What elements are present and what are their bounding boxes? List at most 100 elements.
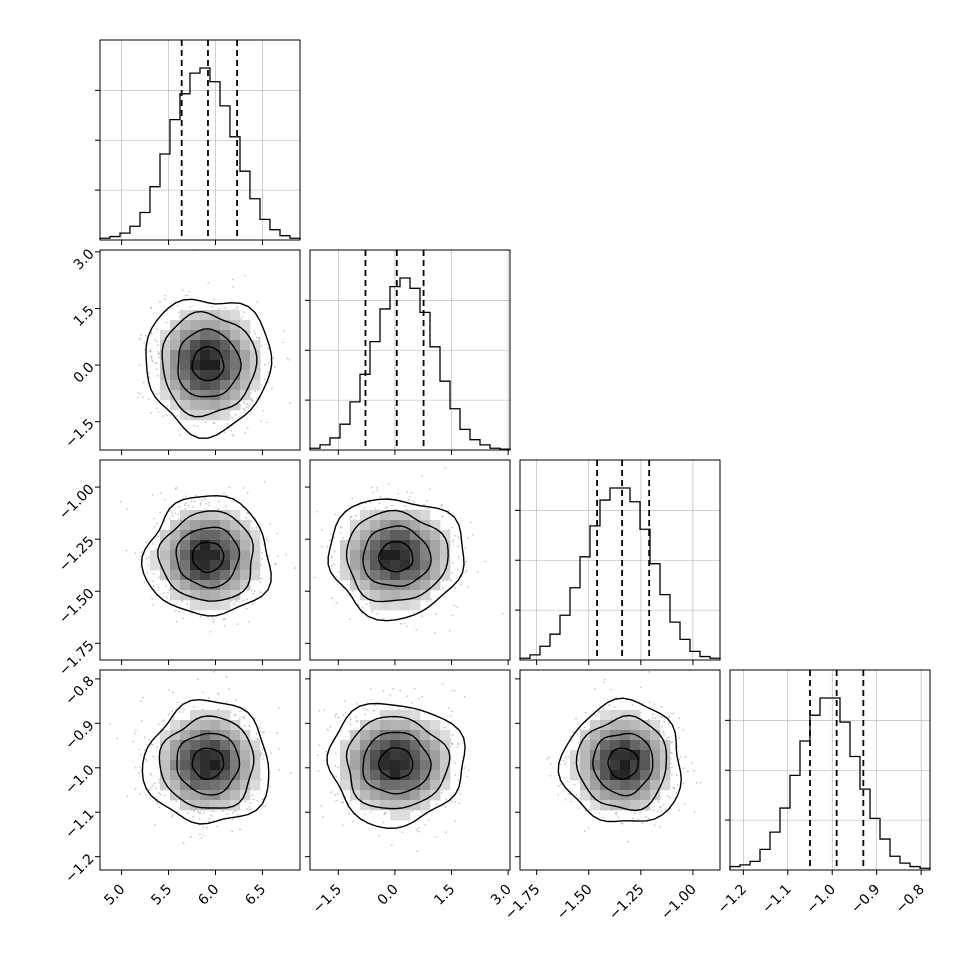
scatter-point (272, 357, 274, 360)
density-cell (170, 730, 181, 741)
scatter-point (233, 603, 235, 605)
scatter-point (209, 630, 212, 633)
density-cell (360, 580, 371, 591)
scatter-point (235, 600, 238, 602)
scatter-point (199, 616, 202, 618)
density-cell (160, 560, 171, 571)
density-cell (190, 600, 201, 611)
density-cell (380, 600, 391, 611)
density-cell (350, 770, 361, 781)
scatter-point (326, 728, 329, 731)
scatter-point (264, 805, 267, 807)
scatter-point (197, 810, 199, 813)
scatter-point (434, 836, 437, 838)
scatter-point (179, 711, 181, 713)
scatter-point (335, 775, 338, 778)
scatter-point (225, 701, 228, 703)
scatter-point (176, 415, 179, 417)
scatter-point (187, 504, 190, 507)
density-cell (170, 320, 181, 331)
scatter-point (149, 774, 152, 776)
density-cell (370, 760, 381, 771)
scatter-point (636, 818, 639, 820)
density-cell (600, 770, 611, 781)
scatter-point (440, 503, 443, 506)
scatter-point (217, 708, 220, 711)
x-tick-label: −0.8 (893, 882, 928, 917)
density-cell (600, 740, 611, 751)
scatter-point (549, 774, 552, 777)
density-cell (210, 360, 221, 371)
scatter-point (263, 480, 266, 483)
scatter-point (217, 508, 220, 511)
density-cell (170, 770, 181, 781)
scatter-point (445, 831, 447, 834)
scatter-point (413, 611, 416, 614)
scatter-point (450, 720, 453, 723)
contour-line (378, 747, 414, 780)
scatter-point (562, 760, 565, 762)
scatter-point (226, 422, 229, 425)
scatter-point (155, 362, 157, 364)
density-cell (220, 350, 231, 361)
density-cell (230, 790, 241, 801)
scatter-point (259, 591, 262, 593)
density-cell (590, 720, 601, 731)
scatter-area (137, 250, 291, 440)
density-cell (420, 560, 431, 571)
contour-line (177, 328, 242, 398)
scatter-point (348, 813, 351, 815)
scatter-point (223, 491, 226, 494)
scatter-point (288, 358, 291, 361)
density-cell (610, 790, 621, 801)
scatter-point (448, 510, 450, 512)
density-cell (240, 370, 251, 381)
density-cell (200, 580, 211, 591)
y-tick-label: 3.0 (71, 246, 98, 273)
density-cell (380, 750, 391, 761)
density-cell (410, 570, 421, 581)
scatter-point (157, 353, 160, 356)
scatter-point (448, 707, 450, 709)
scatter-point (683, 803, 686, 806)
density-cell (190, 360, 201, 371)
density-cell (230, 760, 241, 771)
scatter-point (320, 805, 323, 807)
scatter-point (190, 835, 192, 838)
density-cell (360, 540, 371, 551)
density-cell (230, 580, 241, 591)
scatter-point (676, 784, 679, 787)
scatter-point (155, 340, 158, 343)
density-cell (250, 760, 261, 771)
scatter-point (152, 604, 155, 606)
scatter-point (174, 512, 177, 515)
scatter-point (372, 491, 374, 494)
density-cell (240, 340, 251, 351)
density-cell (350, 550, 361, 561)
density-cell (400, 810, 411, 821)
scatter-point (243, 408, 245, 410)
scatter-point (156, 746, 158, 749)
density-cell (230, 350, 241, 361)
scatter-point (458, 802, 461, 805)
scatter-point (363, 707, 366, 710)
scatter-point (454, 820, 456, 823)
density-cell (350, 750, 361, 761)
scatter-point (660, 706, 663, 708)
scatter-point (404, 707, 407, 710)
density-cell (250, 350, 261, 361)
density-cell (180, 400, 191, 411)
scatter-point (260, 779, 263, 781)
scatter-point (267, 361, 270, 364)
scatter-point (567, 781, 569, 783)
scatter-point (157, 723, 160, 726)
scatter-point (226, 813, 229, 815)
scatter-point (258, 727, 261, 729)
scatter-point (450, 742, 453, 745)
density-cell (220, 410, 231, 421)
density-cell (180, 370, 191, 381)
scatter-point (667, 736, 670, 738)
density-cell (210, 350, 221, 361)
density-cell (210, 560, 221, 571)
scatter-point (138, 337, 141, 340)
